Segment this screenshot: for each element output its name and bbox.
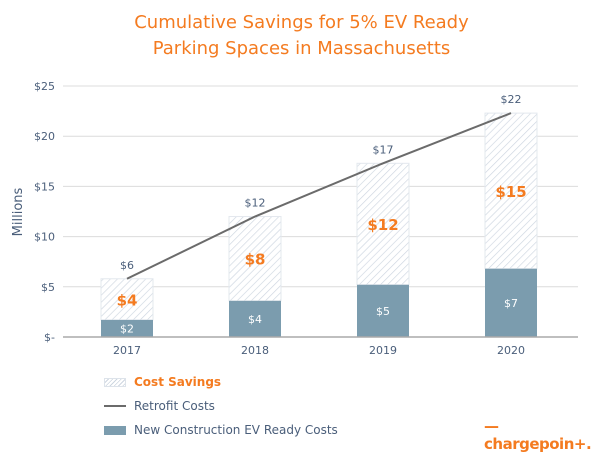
legend-label: Retrofit Costs	[134, 399, 215, 413]
cost-savings-label: $15	[495, 183, 526, 201]
cost-savings-label: $12	[367, 216, 398, 234]
legend-label: New Construction EV Ready Costs	[134, 423, 338, 437]
new-construction-label: $7	[504, 297, 518, 310]
legend-item-retrofit-costs: Retrofit Costs	[104, 394, 338, 418]
new-construction-bar	[357, 284, 409, 337]
retrofit-cost-label: $17	[373, 143, 394, 156]
y-tick-label: $20	[34, 130, 55, 143]
new-construction-bar	[485, 268, 537, 337]
legend-item-new-construction: New Construction EV Ready Costs	[104, 418, 338, 442]
retrofit-costs-line	[126, 112, 512, 280]
y-tick-label: $25	[34, 80, 55, 93]
legend-label: Cost Savings	[134, 375, 222, 389]
hatch-swatch-icon	[104, 377, 126, 387]
new-construction-label: $4	[248, 313, 262, 326]
x-tick-label: 2018	[241, 344, 269, 357]
cost-savings-label: $8	[245, 251, 266, 269]
cost-savings-bar	[100, 278, 154, 321]
retrofit-cost-label: $22	[501, 93, 522, 106]
retrofit-cost-label: $6	[120, 259, 134, 272]
cost-savings-label: $4	[117, 291, 138, 309]
title-line-1: Cumulative Savings for 5% EV Ready	[134, 12, 469, 33]
new-construction-label: $2	[120, 322, 134, 335]
cost-savings-bar	[228, 216, 282, 302]
new-construction-label: $5	[376, 305, 390, 318]
title-line-2: Parking Spaces in Massachusetts	[152, 38, 451, 59]
new-construction-bar	[229, 300, 281, 337]
chart-title: Cumulative Savings for 5% EV Ready Parki…	[0, 10, 603, 62]
y-tick-label: $5	[41, 281, 55, 294]
x-tick-label: 2020	[497, 344, 525, 357]
y-tick-label: $-	[44, 331, 55, 344]
fill-swatch-icon	[104, 425, 126, 435]
x-tick-label: 2017	[113, 344, 141, 357]
legend: Cost Savings Retrofit Costs New Construc…	[104, 370, 338, 442]
new-construction-bar	[101, 319, 153, 337]
chargepoint-logo: —chargepoin+.	[484, 417, 592, 453]
legend-item-cost-savings: Cost Savings	[104, 370, 338, 394]
line-swatch-icon	[104, 405, 126, 407]
y-axis-label: Millions	[11, 187, 26, 236]
retrofit-cost-label: $12	[245, 197, 266, 210]
x-tick-label: 2019	[369, 344, 397, 357]
y-tick-label: $10	[34, 231, 55, 244]
y-tick-label: $15	[34, 180, 55, 193]
